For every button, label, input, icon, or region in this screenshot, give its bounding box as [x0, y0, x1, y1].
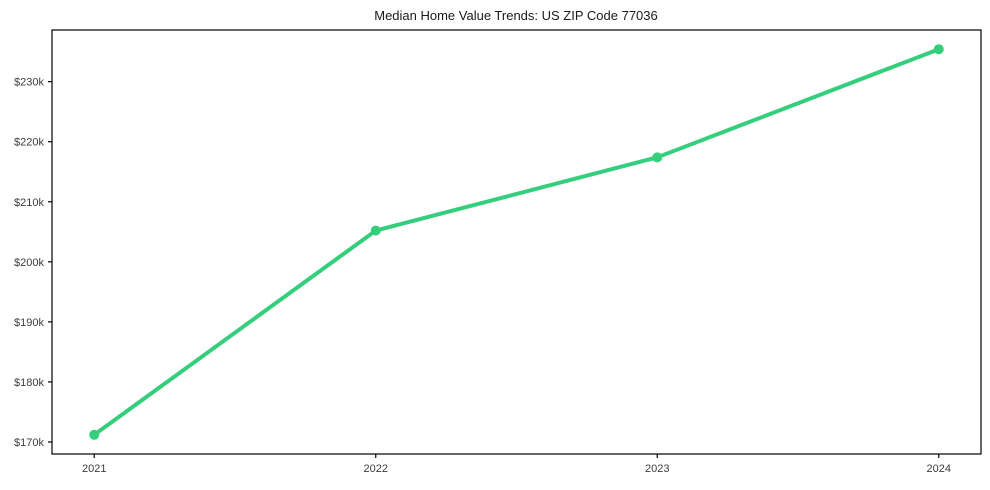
plot-group: $170k $180k $190k $200k $210k $220k $230k 2021 2…: [14, 29, 982, 475]
data-point-2021: [89, 429, 100, 440]
y-tick-label: $220k: [14, 137, 44, 149]
y-tick-label: $170k: [14, 437, 44, 449]
data-point-2023: [652, 152, 663, 163]
series-line-median-home-value: [92, 47, 941, 437]
y-tick-label: $230k: [14, 77, 44, 89]
y-tick-label: $180k: [14, 377, 44, 389]
x-tick-label: 2024: [927, 463, 951, 475]
data-point-2024: [933, 44, 944, 55]
x-tick-label: 2023: [645, 463, 669, 475]
y-tick-label: $190k: [14, 317, 44, 329]
x-tick-label: 2022: [364, 463, 388, 475]
x-tick-label: 2021: [82, 463, 106, 475]
plot-area: [51, 29, 982, 455]
y-tick-label: $200k: [14, 257, 44, 269]
y-tick-label: $210k: [14, 197, 44, 209]
data-point-2022: [370, 225, 381, 236]
chart-title: Median Home Value Trends: US ZIP Code 77…: [374, 8, 658, 23]
